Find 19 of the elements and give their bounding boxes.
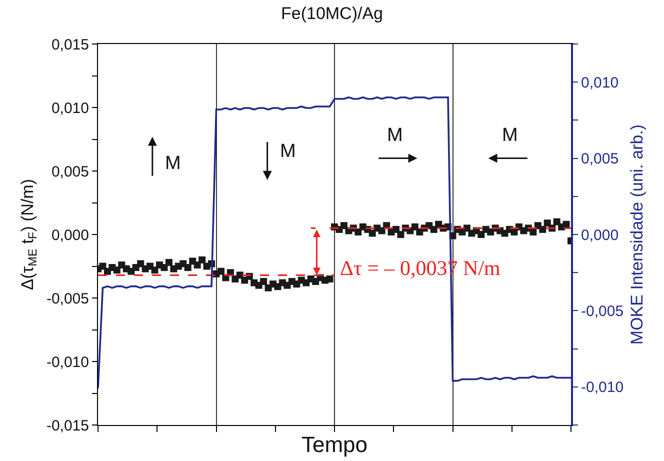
y2-tick-label: -0,005: [581, 302, 624, 320]
y2-tick-label: -0,010: [581, 379, 624, 396]
x-axis-title: Tempo: [301, 432, 368, 457]
chart-title: Fe(10MC)/Ag: [280, 4, 384, 23]
y-tick-label: 0,000: [51, 226, 89, 244]
y2-tick-label: 0,010: [581, 74, 619, 92]
y2-tick-label: 0,000: [581, 226, 619, 244]
y-tick-label: 0,015: [51, 36, 89, 54]
y2-axis-title: MOKE Intensidade (uni. arb.): [627, 124, 646, 345]
y-tick-label: -0,005: [46, 290, 89, 308]
y-tick-label: 0,005: [51, 163, 89, 180]
annotation: M: [165, 153, 181, 174]
y-tick-label: 0,010: [51, 100, 89, 117]
annotation: M: [280, 141, 296, 162]
y-tick-label: -0,010: [46, 354, 89, 371]
annotation: M: [502, 125, 518, 146]
annotation: M: [387, 125, 403, 146]
y-tick-label: -0,015: [46, 417, 89, 434]
y2-tick-label: 0,005: [581, 150, 619, 168]
